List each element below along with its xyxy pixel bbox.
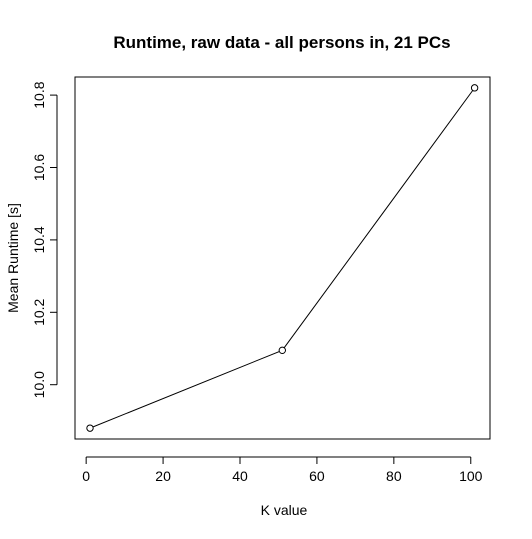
y-tick-label: 10.8	[31, 81, 47, 108]
x-tick-label: 80	[386, 468, 402, 484]
y-tick-label: 10.2	[31, 298, 47, 325]
x-axis-label: K value	[261, 502, 308, 518]
series-line	[89, 87, 476, 429]
series-group	[86, 84, 479, 432]
y-axis-label: Mean Runtime [s]	[5, 203, 21, 313]
x-tick-label: 40	[232, 468, 248, 484]
y-tick-label: 10.6	[31, 154, 47, 181]
data-point	[86, 424, 94, 432]
y-tick-label: 10.0	[31, 371, 47, 398]
data-point	[470, 84, 479, 92]
chart-title: Runtime, raw data - all persons in, 21 P…	[113, 33, 450, 52]
x-axis: 0 20 40 60 80 100	[82, 456, 483, 484]
y-axis: 10.0 10.2 10.4 10.6 10.8	[31, 81, 58, 398]
plot-frame	[74, 76, 491, 440]
y-tick-label: 10.4	[31, 226, 47, 253]
x-tick-label: 60	[309, 468, 325, 484]
x-tick-label: 0	[82, 468, 90, 484]
data-point	[278, 346, 287, 355]
x-tick-label: 100	[459, 468, 483, 484]
x-tick-label: 20	[155, 468, 171, 484]
